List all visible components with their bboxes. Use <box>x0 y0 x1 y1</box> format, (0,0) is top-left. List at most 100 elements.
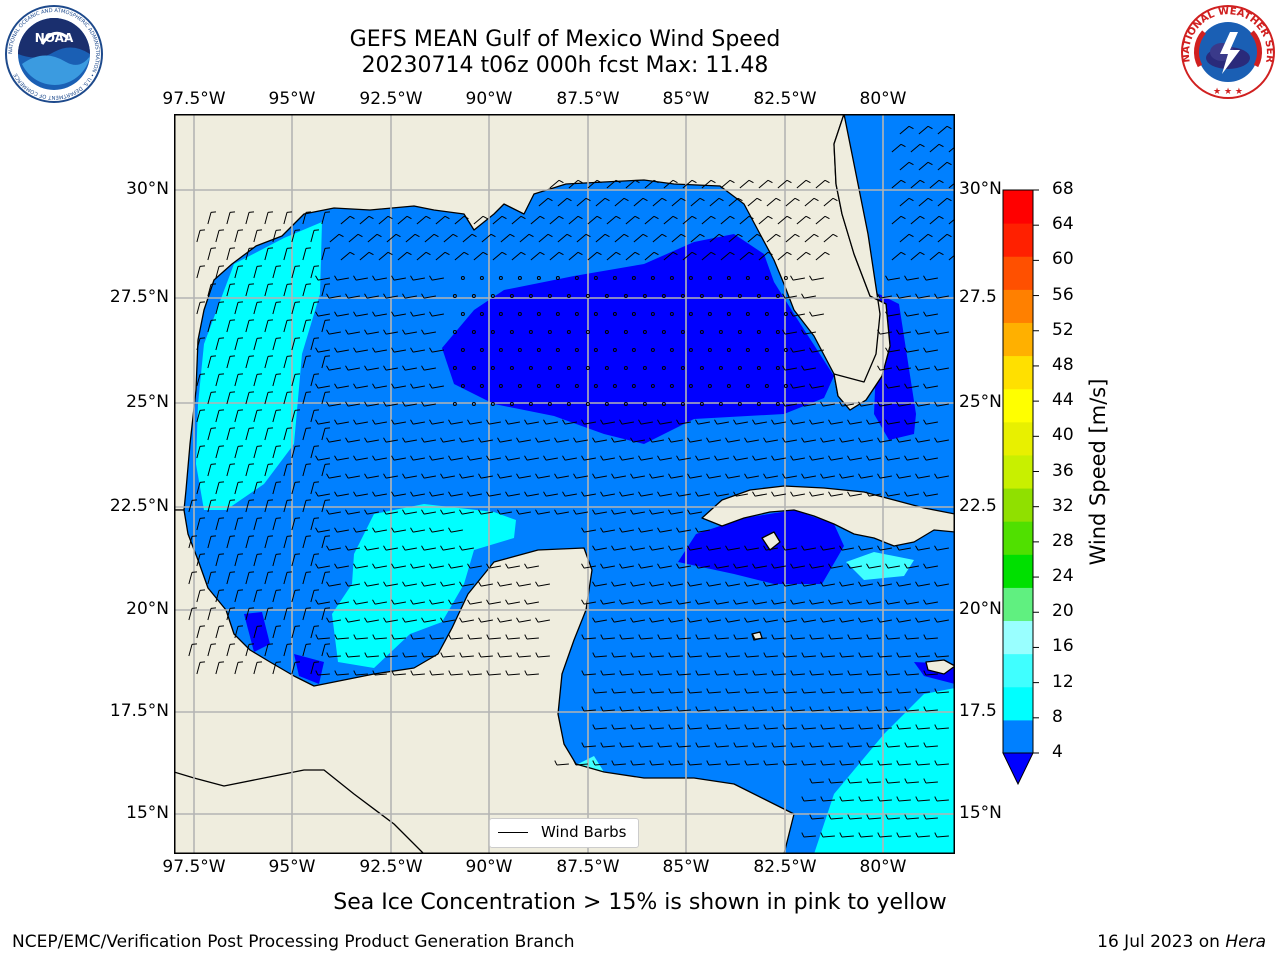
wind-barb-flag <box>294 229 301 231</box>
wind-barb-flag <box>611 760 615 766</box>
wind-barb-staff <box>678 421 691 425</box>
wind-barb-staff <box>215 482 220 495</box>
wind-barb-staff <box>291 590 296 603</box>
wind-barb-staff <box>302 500 307 513</box>
wind-barb-flag <box>934 293 938 299</box>
wind-barb-flag <box>554 437 558 443</box>
wind-barb-staff <box>283 572 288 585</box>
wind-barb-flag <box>372 491 376 497</box>
wind-barb-flag <box>858 581 862 587</box>
wind-barb-staff <box>404 295 417 299</box>
wind-barb-staff <box>898 835 911 838</box>
wind-barb-staff <box>317 421 330 425</box>
wind-barb-flag <box>714 706 718 712</box>
wind-barb-staff <box>708 763 721 766</box>
wind-barb-staff <box>355 385 368 389</box>
wind-barb-flag <box>210 247 217 249</box>
wind-barb-staff <box>188 536 193 549</box>
wind-barb-staff <box>215 302 220 315</box>
wind-barb-staff <box>317 313 330 317</box>
wind-barb-flag <box>714 455 718 461</box>
wind-barb-staff <box>640 709 653 712</box>
wind-barb-flag <box>752 634 756 640</box>
wind-barb-staff <box>811 673 824 676</box>
wind-barb-flag <box>729 251 735 256</box>
wind-barb-staff <box>822 799 835 802</box>
wind-barb-staff <box>374 421 387 425</box>
wind-barb-flag <box>801 581 805 587</box>
wind-barb-staff <box>746 655 759 658</box>
wind-barb-flag <box>383 437 387 443</box>
wind-barb-flag <box>486 455 490 461</box>
wind-barb-staff <box>830 493 843 497</box>
wind-barb-staff <box>640 457 653 461</box>
wind-barb-staff <box>891 251 902 261</box>
calm-wind-marker <box>604 366 609 370</box>
wind-barb-staff <box>887 745 900 748</box>
wind-barb-staff <box>423 295 436 299</box>
wind-barb-flag <box>353 275 357 281</box>
wind-barb-flag <box>486 634 490 640</box>
wind-barb-flag <box>478 509 482 515</box>
wind-barb-staff <box>735 565 748 569</box>
wind-barb-flag <box>543 455 547 461</box>
wind-barb-staff <box>359 215 370 225</box>
lat-label-left: 22.5°N <box>109 496 169 516</box>
wind-barb-staff <box>849 673 862 676</box>
wind-barb-flag <box>763 473 767 479</box>
wind-barb-staff <box>689 439 702 443</box>
wind-barb-flag <box>923 634 927 640</box>
wind-barb-staff <box>431 313 444 317</box>
wind-barb-flag <box>313 445 320 447</box>
wind-barb-flag <box>305 283 312 285</box>
wind-barb-staff <box>720 251 731 261</box>
wind-barb-staff <box>792 385 805 389</box>
wind-barb-flag <box>763 724 767 730</box>
wind-barb-flag <box>305 391 312 393</box>
wind-barb-staff <box>887 277 900 281</box>
calm-wind-marker <box>661 366 666 370</box>
lat-label-left: 17.5°N <box>109 701 169 721</box>
calm-wind-marker <box>650 276 655 280</box>
wind-barb-flag <box>313 229 320 231</box>
wind-barb-staff <box>659 673 672 676</box>
wind-barb-flag <box>661 197 667 202</box>
wind-barb-flag <box>294 481 301 483</box>
wind-barb-staff <box>234 626 239 639</box>
wind-barb-staff <box>716 601 729 605</box>
wind-barb-staff <box>310 302 315 315</box>
wind-barb-flag <box>767 179 773 184</box>
wind-barb-flag <box>305 463 312 465</box>
wind-barb-staff <box>906 709 919 712</box>
wind-barb-flag <box>771 419 775 425</box>
wind-barb-staff <box>336 313 349 317</box>
wind-barb-flag <box>267 319 274 321</box>
wind-barb-staff <box>621 637 634 640</box>
wind-barb-flag <box>866 778 870 784</box>
wind-barb-flag <box>809 491 813 497</box>
wind-barb-flag <box>353 311 357 317</box>
wind-barb-staff <box>530 215 541 225</box>
wind-barb-staff <box>253 230 258 243</box>
wind-barb-staff <box>393 493 406 497</box>
wind-barb-staff <box>697 601 710 605</box>
wind-barb-flag <box>467 599 471 605</box>
wind-barb-flag <box>714 742 718 748</box>
wind-barb-flag <box>275 337 282 339</box>
wind-barb-staff <box>556 475 569 479</box>
wind-barb-staff <box>507 493 520 497</box>
wind-barb-flag <box>752 419 756 425</box>
wind-barb-staff <box>716 493 729 497</box>
wind-barb-staff <box>792 673 805 676</box>
wind-barb-flag <box>524 455 528 461</box>
wind-barb-flag <box>229 499 236 501</box>
wind-barb-flag <box>585 233 591 238</box>
wind-barb-staff <box>328 331 341 335</box>
wind-barb-flag <box>877 293 881 299</box>
wind-barb-staff <box>366 619 379 623</box>
wind-barb-staff <box>442 547 455 551</box>
wind-barb-staff <box>765 763 778 766</box>
wind-barb-flag <box>286 643 293 645</box>
wind-barb-flag <box>782 760 786 766</box>
wind-barb-staff <box>925 277 938 281</box>
